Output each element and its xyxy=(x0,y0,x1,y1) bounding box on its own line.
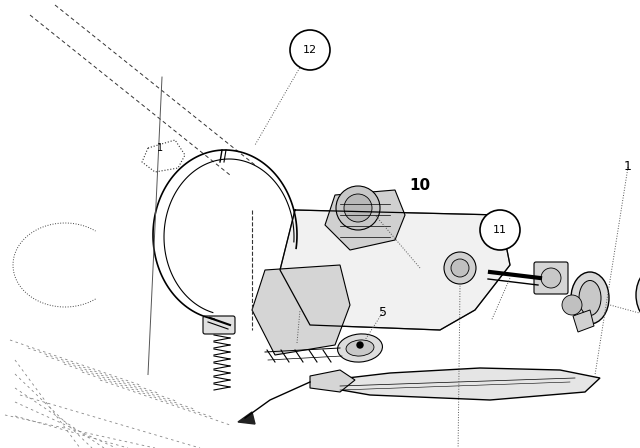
Circle shape xyxy=(336,186,380,230)
Circle shape xyxy=(344,194,372,222)
Circle shape xyxy=(290,30,330,70)
FancyBboxPatch shape xyxy=(203,316,235,334)
Text: 11: 11 xyxy=(493,225,507,235)
Ellipse shape xyxy=(571,272,609,324)
Text: 5: 5 xyxy=(379,306,387,319)
FancyBboxPatch shape xyxy=(534,262,568,294)
Ellipse shape xyxy=(636,265,640,325)
Polygon shape xyxy=(325,190,405,250)
Polygon shape xyxy=(238,412,255,424)
Ellipse shape xyxy=(579,280,601,315)
Circle shape xyxy=(357,342,363,348)
Polygon shape xyxy=(252,265,350,355)
Text: 10: 10 xyxy=(410,178,431,194)
Ellipse shape xyxy=(346,340,374,356)
Text: 1: 1 xyxy=(157,143,163,153)
Text: 1: 1 xyxy=(624,160,632,173)
Circle shape xyxy=(480,210,520,250)
Circle shape xyxy=(562,295,582,315)
Circle shape xyxy=(451,259,469,277)
Polygon shape xyxy=(573,310,594,332)
Polygon shape xyxy=(310,370,355,392)
Polygon shape xyxy=(280,210,510,330)
Circle shape xyxy=(541,268,561,288)
Text: 12: 12 xyxy=(303,45,317,55)
Circle shape xyxy=(444,252,476,284)
Polygon shape xyxy=(330,368,600,400)
Ellipse shape xyxy=(337,334,383,362)
